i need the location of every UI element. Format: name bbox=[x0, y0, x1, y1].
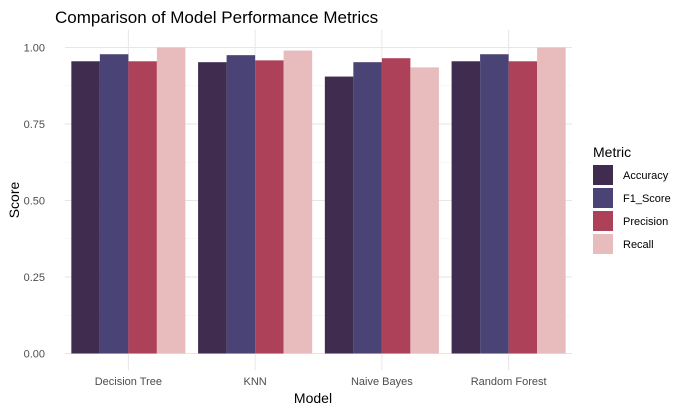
bar-recall-random-forest bbox=[537, 47, 566, 354]
bar-precision-knn bbox=[255, 60, 284, 354]
x-tick-label: Decision Tree bbox=[95, 376, 162, 388]
bar-precision-decision-tree bbox=[128, 61, 157, 354]
bar-f1-score-naive-bayes bbox=[353, 62, 382, 354]
bar-f1-score-knn bbox=[226, 55, 256, 354]
legend-key-accuracy bbox=[593, 165, 613, 185]
legend-label: Accuracy bbox=[623, 170, 669, 182]
x-tick-labels: Decision Tree KNN Naive Bayes Random Forest bbox=[95, 376, 547, 388]
legend: Metric Accuracy F1_Score Precision Recall bbox=[593, 144, 671, 254]
y-axis-title: Score bbox=[6, 182, 22, 219]
bar-recall-naive-bayes bbox=[410, 67, 439, 354]
bar-precision-naive-bayes bbox=[381, 58, 411, 354]
x-tick-label: Naive Bayes bbox=[351, 376, 413, 388]
legend-key-precision bbox=[593, 211, 613, 231]
x-axis-title: Model bbox=[294, 390, 332, 406]
x-tick-label: KNN bbox=[244, 376, 267, 388]
bar-recall-decision-tree bbox=[156, 47, 186, 354]
bar-f1-score-decision-tree bbox=[99, 54, 129, 354]
bar-accuracy-naive-bayes bbox=[324, 76, 354, 354]
bar-accuracy-knn bbox=[198, 62, 227, 354]
x-tick-label: Random Forest bbox=[471, 376, 547, 388]
y-tick-labels: 0.00 0.25 0.50 0.75 1.00 bbox=[24, 43, 45, 361]
legend-key-recall bbox=[593, 234, 613, 254]
y-tick-label: 0.25 bbox=[24, 272, 45, 284]
y-tick-label: 1.00 bbox=[24, 43, 45, 55]
bar-precision-random-forest bbox=[508, 61, 538, 354]
y-tick-label: 0.50 bbox=[24, 196, 45, 208]
chart-title: Comparison of Model Performance Metrics bbox=[55, 8, 378, 27]
y-tick-label: 0.00 bbox=[24, 349, 45, 361]
legend-label: Recall bbox=[623, 239, 654, 251]
legend-label: Precision bbox=[623, 216, 668, 228]
y-tick-label: 0.75 bbox=[24, 119, 45, 131]
bar-recall-knn bbox=[283, 50, 313, 354]
bars bbox=[71, 47, 566, 354]
legend-title: Metric bbox=[593, 144, 631, 160]
bar-accuracy-decision-tree bbox=[71, 61, 100, 354]
bar-accuracy-random-forest bbox=[451, 61, 481, 354]
legend-key-f1-score bbox=[593, 188, 613, 208]
legend-label: F1_Score bbox=[623, 193, 671, 205]
bar-f1-score-random-forest bbox=[480, 54, 509, 354]
